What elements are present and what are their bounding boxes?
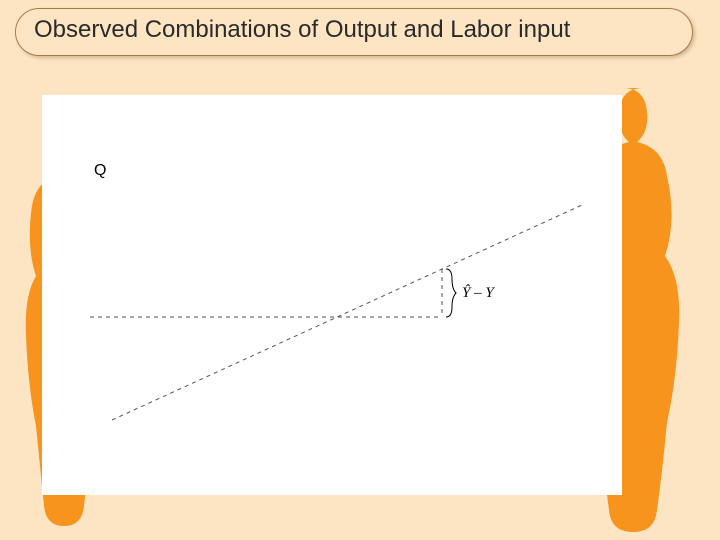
residual-label: Ŷ – Y	[462, 284, 495, 301]
residual-minus: –	[470, 285, 485, 301]
chart-svg: Q Ŷ – Y	[42, 95, 622, 495]
title-box: Observed Combinations of Output and Labo…	[15, 8, 693, 56]
regression-line	[112, 205, 582, 420]
y-axis-label: Q	[94, 162, 106, 179]
residual-y: Y	[485, 285, 495, 301]
residual-brace	[446, 269, 456, 317]
chart-panel: Q Ŷ – Y	[42, 95, 622, 495]
slide-title: Observed Combinations of Output and Labo…	[34, 15, 674, 45]
